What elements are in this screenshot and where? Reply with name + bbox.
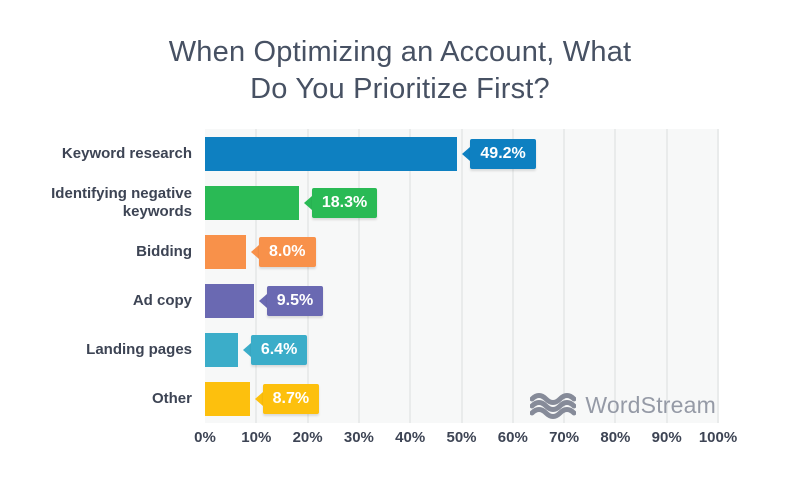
category-label-bidding: Bidding bbox=[136, 242, 192, 260]
x-tick-30pct: 30% bbox=[343, 429, 374, 446]
x-tick-80pct: 80% bbox=[600, 429, 631, 446]
value-label-ad-copy: 9.5% bbox=[266, 285, 324, 316]
value-label-identifying-negative-keywords: 18.3% bbox=[311, 187, 378, 218]
wordstream-logo: WordStream bbox=[530, 392, 716, 419]
chart-title-line1: When Optimizing an Account, What bbox=[168, 36, 632, 68]
gridline-80 bbox=[614, 129, 617, 423]
bar-rows: Keyword research 49.2% Identifying negativ… bbox=[0, 129, 718, 423]
value-label-landing-pages: 6.4% bbox=[250, 334, 308, 365]
gridline-20 bbox=[306, 129, 309, 423]
value-label-other: 8.7% bbox=[262, 383, 320, 414]
category-label-ad-copy: Ad copy bbox=[132, 291, 192, 309]
bar-row-landing-pages: Landing pages 6.4% bbox=[0, 325, 718, 374]
bar-track: 6.4% bbox=[205, 332, 718, 367]
value-tag-ad-copy: 9.5% bbox=[258, 285, 324, 316]
bar-other bbox=[205, 381, 250, 416]
value-label-bidding: 8.0% bbox=[259, 236, 316, 267]
chart-title-line2: Do You Prioritize First? bbox=[250, 73, 550, 105]
plot-background bbox=[205, 129, 719, 423]
category-label-identifying-negative-keywords: Identifying negative keywords bbox=[51, 184, 192, 220]
bar-identifying-negative-keywords bbox=[205, 185, 299, 220]
bar-track: 9.5% bbox=[205, 283, 718, 318]
category-label-keyword-research: Keyword research bbox=[61, 144, 192, 162]
bar-track: 8.7% bbox=[205, 381, 718, 416]
value-tag-keyword-research: 49.2% bbox=[462, 138, 536, 169]
gridline-40 bbox=[409, 129, 412, 423]
bar-row-other: Other 8.7% bbox=[0, 374, 718, 423]
value-tag-pointer-icon bbox=[242, 342, 251, 357]
bar-track: 18.3% bbox=[205, 185, 718, 220]
bar-row-ad-copy: Ad copy 9.5% bbox=[0, 276, 718, 325]
x-axis: 0% 10% 20% 30% 40% 50% 60% 70% 80% 90% 100% bbox=[194, 429, 737, 451]
value-tag-other: 8.7% bbox=[254, 383, 320, 414]
value-tag-identifying-negative-keywords: 18.3% bbox=[303, 187, 378, 218]
value-tag-pointer-icon bbox=[254, 391, 263, 406]
gridline-90 bbox=[665, 129, 668, 423]
value-label-keyword-research: 49.2% bbox=[470, 138, 536, 169]
bar-row-identifying-negative-keywords: Identifying negative keywords 18.3% bbox=[0, 178, 718, 227]
x-tick-70pct: 70% bbox=[549, 429, 580, 446]
x-tick-60pct: 60% bbox=[497, 429, 528, 446]
gridline-50 bbox=[460, 129, 463, 423]
x-tick-0pct: 0% bbox=[194, 429, 216, 446]
bar-ad-copy bbox=[205, 283, 254, 318]
x-tick-90pct: 90% bbox=[651, 429, 682, 446]
gridline-60 bbox=[511, 129, 514, 423]
category-label-landing-pages: Landing pages bbox=[86, 340, 192, 358]
gridline-100 bbox=[717, 129, 719, 423]
x-tick-10pct: 10% bbox=[241, 429, 272, 446]
bar-bidding bbox=[205, 234, 247, 269]
category-label-other: Other bbox=[151, 389, 192, 407]
waves-icon bbox=[530, 393, 577, 419]
bar-row-keyword-research: Keyword research 49.2% bbox=[0, 129, 718, 178]
wordstream-logo-text: WordStream bbox=[585, 392, 716, 418]
x-tick-100pct: 100% bbox=[698, 429, 738, 446]
gridline-30 bbox=[357, 129, 360, 423]
value-tag-landing-pages: 6.4% bbox=[242, 334, 308, 365]
x-tick-20pct: 20% bbox=[292, 429, 323, 446]
bar-track: 8.0% bbox=[205, 234, 718, 269]
bar-landing-pages bbox=[205, 332, 238, 367]
gridline-70 bbox=[563, 129, 566, 423]
chart-title: When Optimizing an Account, What Do You … bbox=[0, 34, 800, 108]
value-tag-pointer-icon bbox=[303, 195, 312, 210]
value-tag-bidding: 8.0% bbox=[251, 236, 316, 267]
value-tag-pointer-icon bbox=[462, 146, 471, 161]
bar-keyword-research bbox=[205, 136, 458, 171]
value-tag-pointer-icon bbox=[251, 244, 260, 259]
x-tick-50pct: 50% bbox=[446, 429, 477, 446]
bar-track: 49.2% bbox=[205, 136, 718, 171]
bar-row-bidding: Bidding 8.0% bbox=[0, 227, 718, 276]
x-tick-40pct: 40% bbox=[395, 429, 426, 446]
gridline-10 bbox=[255, 129, 258, 423]
value-tag-pointer-icon bbox=[258, 293, 267, 308]
